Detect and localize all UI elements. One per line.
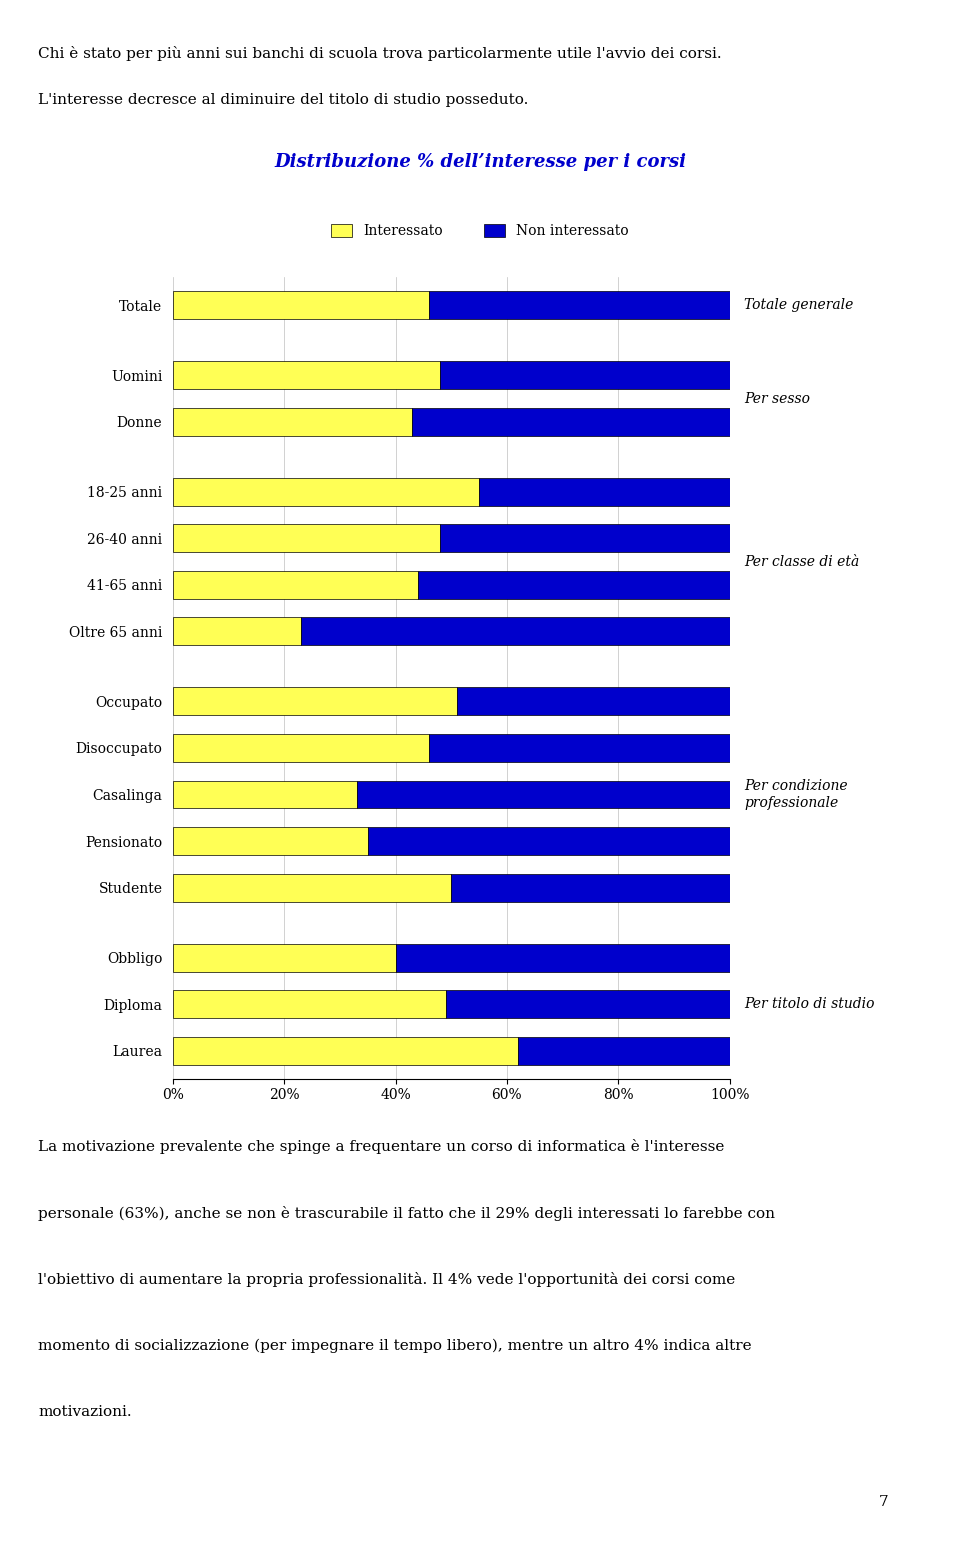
Bar bbox=[173, 408, 412, 436]
Bar bbox=[440, 361, 730, 390]
Bar bbox=[457, 687, 730, 715]
Bar bbox=[479, 478, 730, 505]
Legend: Interessato, Non interessato: Interessato, Non interessato bbox=[325, 219, 635, 243]
Bar bbox=[173, 1037, 518, 1065]
Bar bbox=[173, 478, 479, 505]
Bar bbox=[368, 828, 730, 855]
Text: motivazioni.: motivazioni. bbox=[38, 1405, 132, 1419]
Bar bbox=[173, 524, 440, 552]
Text: momento di socializzazione (per impegnare il tempo libero), mentre un altro 4% i: momento di socializzazione (per impegnar… bbox=[38, 1339, 752, 1353]
Bar bbox=[356, 781, 730, 809]
Text: La motivazione prevalente che spinge a frequentare un corso di informatica è l'i: La motivazione prevalente che spinge a f… bbox=[38, 1139, 725, 1154]
Bar bbox=[173, 781, 356, 809]
Bar bbox=[445, 991, 730, 1019]
Bar bbox=[396, 943, 730, 971]
Text: Totale generale: Totale generale bbox=[744, 299, 853, 313]
Bar bbox=[173, 361, 440, 390]
Bar bbox=[300, 618, 730, 646]
Bar bbox=[418, 570, 730, 599]
Text: l'obiettivo di aumentare la propria professionalità. Il 4% vede l'opportunità de: l'obiettivo di aumentare la propria prof… bbox=[38, 1273, 735, 1287]
Bar bbox=[429, 291, 730, 319]
Bar bbox=[173, 291, 429, 319]
Bar bbox=[173, 874, 451, 901]
Bar bbox=[173, 687, 457, 715]
Text: Per sesso: Per sesso bbox=[744, 391, 810, 405]
Text: 7: 7 bbox=[878, 1495, 888, 1510]
Bar bbox=[440, 524, 730, 552]
Bar bbox=[173, 991, 445, 1019]
Bar bbox=[173, 618, 300, 646]
Bar bbox=[429, 734, 730, 761]
Text: Per titolo di studio: Per titolo di studio bbox=[744, 997, 875, 1011]
Bar bbox=[173, 734, 429, 761]
Bar bbox=[173, 828, 368, 855]
Bar bbox=[412, 408, 730, 436]
Bar bbox=[451, 874, 730, 901]
Text: Distribuzione % dell’interesse per i corsi: Distribuzione % dell’interesse per i cor… bbox=[274, 153, 686, 171]
Text: personale (63%), anche se non è trascurabile il fatto che il 29% degli interessa: personale (63%), anche se non è trascura… bbox=[38, 1205, 776, 1220]
Bar bbox=[173, 943, 396, 971]
Text: L'interesse decresce al diminuire del titolo di studio posseduto.: L'interesse decresce al diminuire del ti… bbox=[38, 92, 529, 108]
Bar bbox=[518, 1037, 730, 1065]
Bar bbox=[173, 570, 418, 599]
Text: Chi è stato per più anni sui banchi di scuola trova particolarmente utile l'avvi: Chi è stato per più anni sui banchi di s… bbox=[38, 46, 722, 62]
Text: Per classe di età: Per classe di età bbox=[744, 555, 859, 569]
Text: Per condizione
professionale: Per condizione professionale bbox=[744, 780, 848, 809]
